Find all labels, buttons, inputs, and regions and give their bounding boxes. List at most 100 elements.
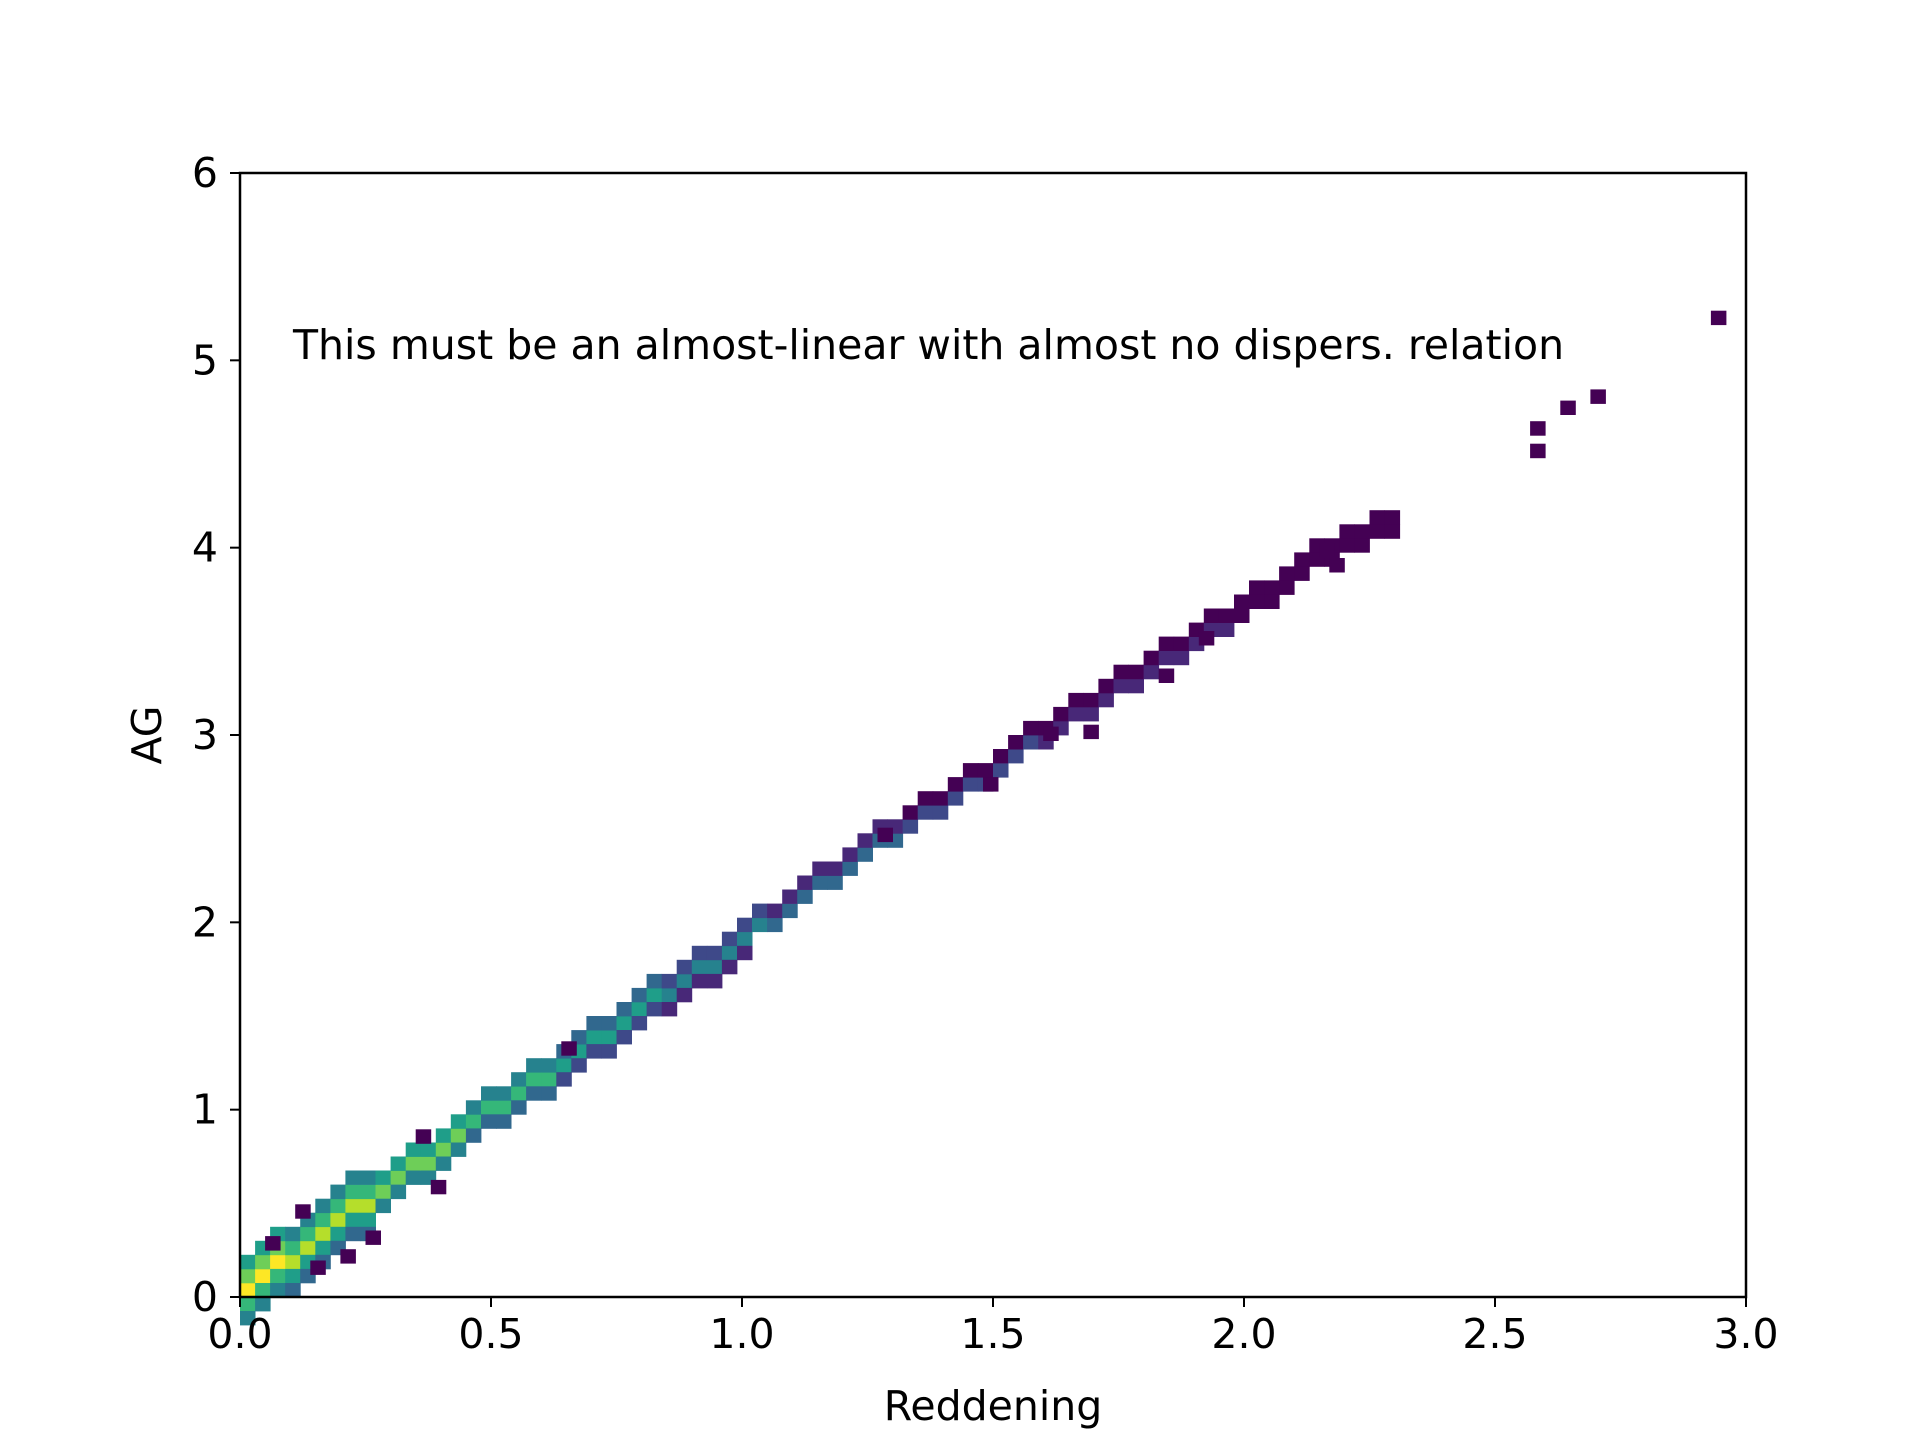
histogram-bin xyxy=(310,1260,326,1275)
histogram-bin xyxy=(435,1156,452,1171)
histogram-bin xyxy=(1128,664,1144,680)
y-tick-label: 6 xyxy=(192,149,218,197)
histogram-bin xyxy=(1128,678,1144,694)
histogram-bin xyxy=(1083,706,1099,722)
histogram-bin xyxy=(691,959,708,975)
y-tick-label: 0 xyxy=(192,1273,218,1321)
histogram-bin xyxy=(526,1058,542,1073)
histogram-bin xyxy=(315,1226,331,1242)
histogram-bin xyxy=(616,1002,632,1017)
histogram-bin xyxy=(1294,552,1310,567)
histogram-bin xyxy=(721,959,738,975)
histogram-bin xyxy=(962,763,979,778)
histogram-bin xyxy=(496,1114,512,1129)
histogram-bin xyxy=(1530,443,1546,459)
histogram-bin xyxy=(405,1156,422,1171)
histogram-bin xyxy=(556,1058,572,1073)
histogram-bin xyxy=(1173,650,1190,666)
histogram-bin xyxy=(511,1086,527,1101)
histogram-bin xyxy=(1560,400,1576,415)
histogram-bin xyxy=(1098,692,1114,708)
x-tick-label: 3.0 xyxy=(1713,1310,1778,1358)
histogram-bin xyxy=(420,1142,437,1157)
histogram-bin xyxy=(812,875,828,890)
histogram-bin xyxy=(601,1016,617,1031)
histogram-bin xyxy=(902,805,919,820)
histogram-bin xyxy=(827,861,843,876)
histogram-bin xyxy=(345,1170,361,1185)
histogram-bin xyxy=(1369,524,1385,539)
histogram-bin xyxy=(1530,421,1546,436)
histogram-bin xyxy=(481,1114,497,1129)
histogram-bin xyxy=(676,973,693,989)
histogram-bin xyxy=(1173,636,1190,651)
y-tick-label: 2 xyxy=(192,898,218,946)
histogram-bin xyxy=(902,819,919,834)
histogram-bin xyxy=(691,945,708,961)
histogram-bin xyxy=(646,987,663,1003)
histogram-bin xyxy=(932,805,949,820)
histogram-bin xyxy=(1023,735,1039,750)
histogram-bin xyxy=(511,1072,527,1087)
histogram-bin xyxy=(315,1240,331,1256)
histogram-bin xyxy=(345,1198,361,1214)
histogram-bin xyxy=(1068,706,1084,722)
histogram-bin xyxy=(285,1268,301,1284)
histogram-bin xyxy=(661,1002,678,1017)
histogram-bin xyxy=(737,917,753,933)
histogram-bin xyxy=(285,1254,301,1270)
y-tick-label: 3 xyxy=(192,711,218,759)
histogram-bin xyxy=(360,1198,376,1214)
histogram-bin xyxy=(496,1100,512,1115)
histogram-bin xyxy=(1264,594,1280,609)
histogram-bin xyxy=(1339,524,1355,539)
heatmap-bins xyxy=(240,310,1727,1326)
histogram-bin xyxy=(285,1283,301,1298)
histogram-bin xyxy=(315,1198,331,1214)
histogram-bin xyxy=(496,1086,512,1101)
histogram-bin xyxy=(706,945,723,961)
histogram-bin xyxy=(932,791,949,806)
histogram-bin xyxy=(390,1184,407,1200)
histogram-bin xyxy=(330,1184,346,1200)
histogram-bin xyxy=(1319,543,1335,558)
histogram-bin xyxy=(1249,580,1265,595)
histogram-bin xyxy=(541,1072,557,1087)
histogram-bin xyxy=(631,987,648,1003)
histogram-bin xyxy=(1279,580,1295,595)
annotation-text: This must be an almost-linear with almos… xyxy=(292,321,1564,369)
histogram-bin xyxy=(1384,524,1401,539)
histogram-bin xyxy=(1339,538,1355,553)
histogram-bin xyxy=(646,973,663,989)
histogram-bin xyxy=(365,1230,381,1245)
histogram-bin xyxy=(767,903,783,919)
x-tick-label: 1.5 xyxy=(960,1310,1025,1358)
histogram-bin xyxy=(240,1268,256,1284)
histogram-bin xyxy=(737,945,753,961)
histogram-bin xyxy=(465,1100,482,1115)
histogram-bin xyxy=(616,1030,632,1045)
histogram-bin xyxy=(360,1170,376,1185)
histogram-bin xyxy=(1158,668,1175,683)
histogram-bin xyxy=(721,945,738,961)
histogram-bin xyxy=(1710,310,1727,326)
histogram-bin xyxy=(481,1100,497,1115)
histogram-bin xyxy=(827,875,843,890)
histogram-bin xyxy=(345,1226,361,1242)
histogram-bin xyxy=(1083,724,1099,740)
histogram-bin xyxy=(481,1086,497,1101)
histogram-bin xyxy=(737,931,753,947)
histogram-bin xyxy=(1294,566,1310,581)
histogram-bin xyxy=(782,889,798,904)
histogram-bin xyxy=(415,1129,432,1144)
histogram-bin xyxy=(1329,558,1345,573)
histogram-bin xyxy=(450,1114,467,1129)
histogram-bin xyxy=(691,973,708,989)
histogram-bin xyxy=(435,1128,452,1143)
histogram-bin xyxy=(1249,594,1265,609)
histogram-bin xyxy=(767,917,783,933)
histogram-bin xyxy=(1113,678,1129,694)
histogram-bin xyxy=(586,1044,602,1059)
histogram-bin xyxy=(1279,566,1295,581)
histogram-bin xyxy=(631,1016,648,1031)
